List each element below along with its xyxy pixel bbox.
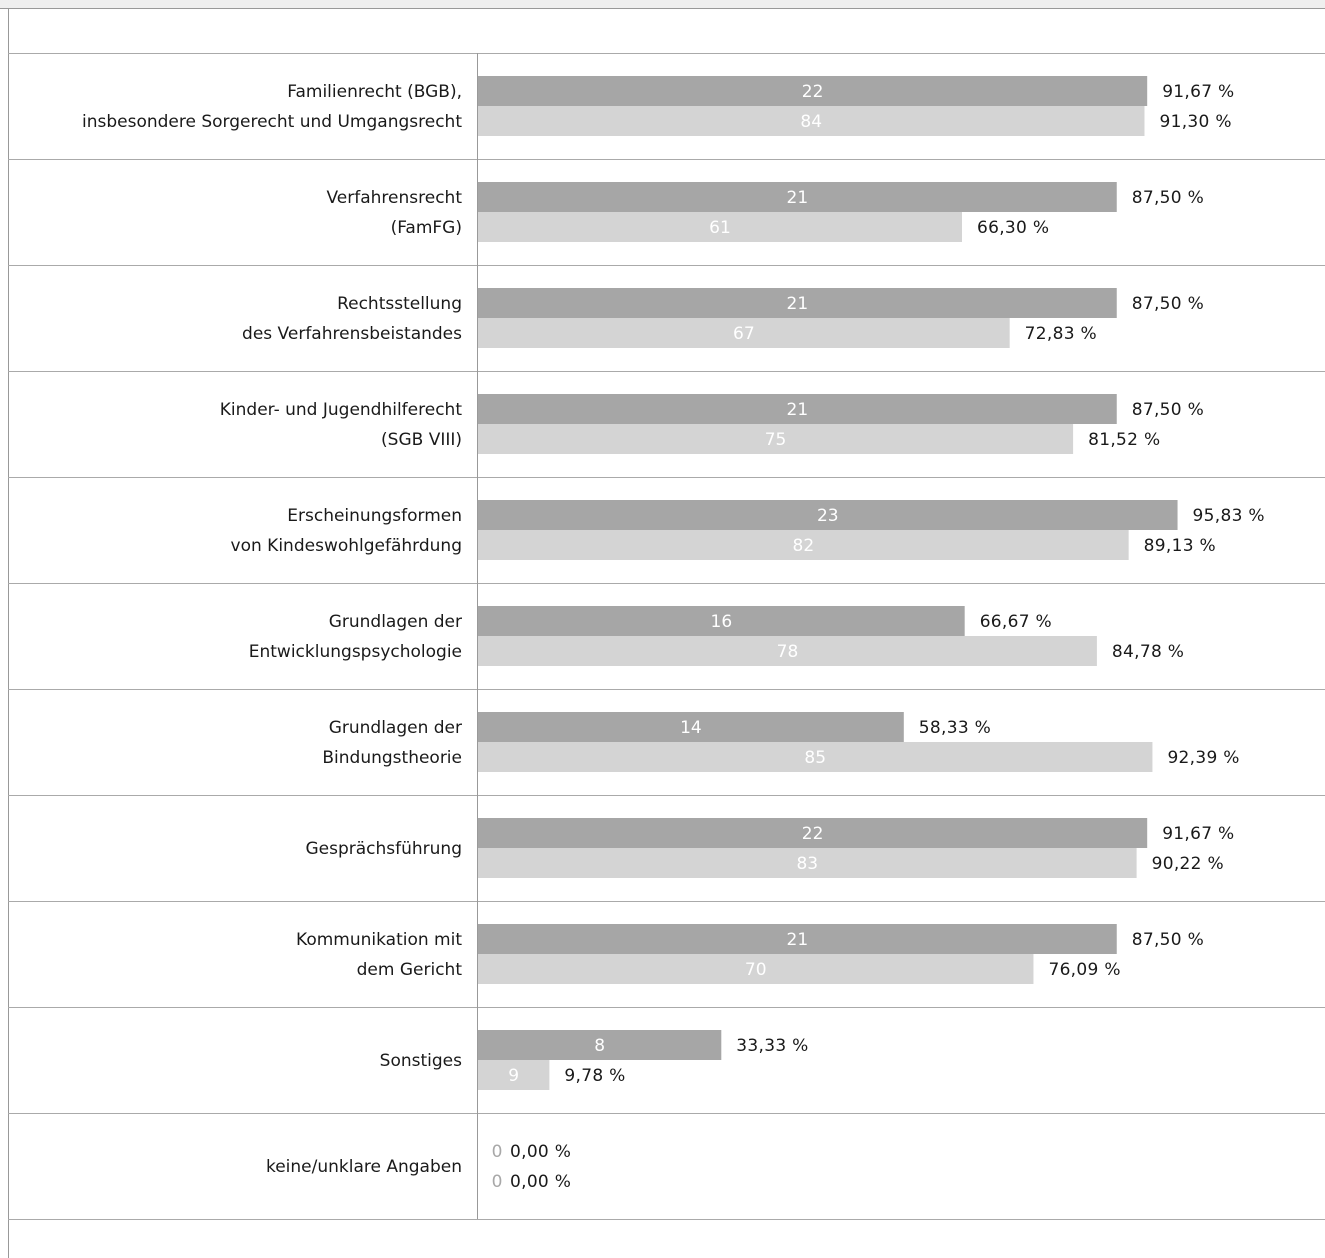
category-label-line: Grundlagen der [329,718,462,738]
category-label-line: (FamFG) [391,218,462,238]
bar-count-label: 67 [733,324,755,344]
bar-percent-label: 87,50 % [1132,930,1204,950]
bar-series-1 [478,288,1117,318]
bar-percent-label: 90,22 % [1152,854,1224,874]
bar-count-label: 22 [802,824,824,844]
bar-series-2 [478,424,1074,454]
bar-percent-label: 33,33 % [736,1036,808,1056]
bar-percent-label: 91,67 % [1162,824,1234,844]
category-label-line: Sonstiges [380,1051,462,1071]
bar-percent-label: 66,67 % [980,612,1052,632]
bar-series-2 [478,1060,550,1090]
category-label: Gesprächsführung [305,839,462,859]
bar-count-label: 78 [777,642,799,662]
bar-count-label: 22 [802,82,824,102]
category-label-line: Kommunikation mit [296,930,462,950]
bar-series-2 [478,636,1097,666]
category-label-line: Gesprächsführung [305,839,462,859]
category-label-line: Kinder- und Jugendhilferecht [220,400,463,420]
bar-series-2 [478,212,962,242]
category-label-line: von Kindeswohlgefährdung [231,536,462,556]
bar-series-1 [478,500,1178,530]
bar-series-1 [478,1030,722,1060]
category-label-line: des Verfahrensbeistandes [242,324,462,344]
bar-percent-label: 89,13 % [1144,536,1216,556]
bar-percent-label: 72,83 % [1025,324,1097,344]
bar-percent-label: 9,78 % [564,1066,625,1086]
bar-series-1 [478,394,1117,424]
bar-count-label: 70 [745,960,767,980]
bar-percent-label: 81,52 % [1088,430,1160,450]
bar-percent-label: 92,39 % [1167,748,1239,768]
category-label-line: Familienrecht (BGB), [287,82,462,102]
bar-count-label: 8 [594,1036,605,1056]
category-label: Grundlagen der Bindungstheorie [322,718,462,768]
category-label-line: Grundlagen der [329,612,462,632]
category-label-line: keine/unklare Angaben [266,1157,462,1177]
bar-percent-label: 58,33 % [919,718,991,738]
bar-series-2 [478,954,1034,984]
bar-series-1 [478,76,1148,106]
bar-count-label: 82 [793,536,815,556]
category-label: Grundlagen der Entwicklungspsychologie [249,612,462,662]
bar-count-label: 0 [492,1172,503,1192]
category-label: keine/unklare Angaben [266,1157,462,1177]
category-label: Kinder- und Jugendhilferecht (SGB VIII) [220,400,463,450]
bar-series-2 [478,530,1129,560]
category-label-line: Verfahrensrecht [326,188,462,208]
category-label-line: dem Gericht [357,960,463,980]
bar-percent-label: 76,09 % [1048,960,1120,980]
bar-percent-label: 91,30 % [1159,112,1231,132]
bar-series-1 [478,818,1148,848]
bar-percent-label: 95,83 % [1193,506,1265,526]
bar-count-label: 85 [804,748,826,768]
bar-count-label: 83 [796,854,818,874]
bar-count-label: 84 [800,112,822,132]
category-label: Erscheinungsformen von Kindeswohlgefährdu… [231,506,462,556]
bar-percent-label: 87,50 % [1132,188,1204,208]
bar-count-label: 16 [711,612,733,632]
bar-series-1 [478,924,1117,954]
bar-count-label: 75 [765,430,787,450]
bar-count-label: 9 [508,1066,519,1086]
bar-series-2 [478,848,1137,878]
bar-series-1 [478,606,965,636]
bar-series-1 [478,712,904,742]
bar-percent-label: 84,78 % [1112,642,1184,662]
bar-count-label: 61 [709,218,731,238]
category-label: Sonstiges [380,1051,462,1071]
category-label: Familienrecht (BGB), insbesondere Sorgere… [82,82,462,132]
category-label-line: (SGB VIII) [381,430,462,450]
bar-count-label: 21 [787,930,809,950]
bar-count-label: 0 [492,1142,503,1162]
category-label-line: Erscheinungsformen [287,506,462,526]
category-label-line: insbesondere Sorgerecht und Umgangsrecht [82,112,462,132]
category-label-line: Bindungstheorie [322,748,462,768]
category-label: Rechtsstellung des Verfahrensbeistandes [242,294,462,344]
bar-series-2 [478,318,1010,348]
bar-count-label: 21 [787,294,809,314]
category-label: Kommunikation mit dem Gericht [296,930,462,980]
category-label-line: Rechtsstellung [337,294,462,314]
top-band [0,0,1325,8]
bar-count-label: 21 [787,400,809,420]
bar-count-label: 23 [817,506,839,526]
bar-percent-label: 87,50 % [1132,400,1204,420]
bar-percent-label: 0,00 % [510,1142,571,1162]
category-label-line: Entwicklungspsychologie [249,642,462,662]
bar-percent-label: 91,67 % [1162,82,1234,102]
bar-series-2 [478,742,1153,772]
bar-series-1 [478,182,1117,212]
bar-percent-label: 66,30 % [977,218,1049,238]
bar-count-label: 14 [680,718,702,738]
bar-percent-label: 87,50 % [1132,294,1204,314]
category-label: Verfahrensrecht (FamFG) [326,188,462,238]
bar-series-2 [478,106,1145,136]
bar-percent-label: 0,00 % [510,1172,571,1192]
bar-count-label: 21 [787,188,809,208]
